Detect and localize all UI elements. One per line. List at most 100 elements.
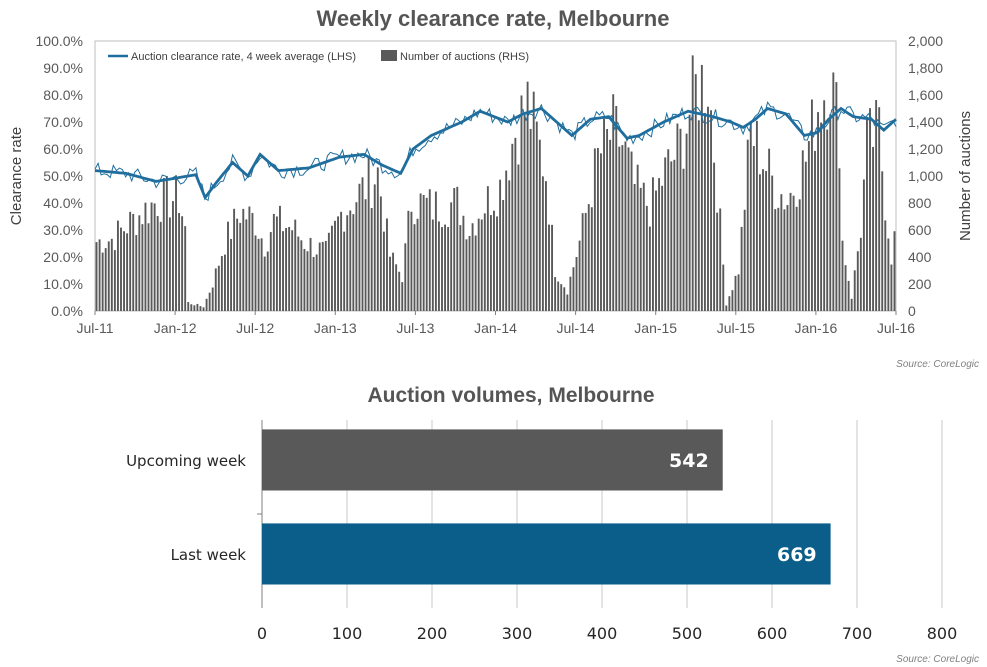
left-tick-label: 90.0% xyxy=(43,60,83,76)
auction-bar xyxy=(804,161,807,311)
auction-bar xyxy=(327,232,330,311)
auction-bar xyxy=(890,264,893,311)
auction-bar xyxy=(502,200,505,311)
auction-bar xyxy=(303,248,306,311)
auction-bar xyxy=(395,264,398,311)
legend-entry-clearance: Auction clearance rate, 4 week average (… xyxy=(131,51,356,63)
auction-bar xyxy=(343,231,346,311)
auction-bar xyxy=(878,107,881,312)
auction-bar xyxy=(272,213,275,311)
auction-bar xyxy=(471,223,474,311)
auction-bar xyxy=(364,199,367,311)
auction-bar xyxy=(609,139,612,311)
auction-bar xyxy=(330,225,333,311)
x-tick-label-2: 700 xyxy=(842,624,873,643)
four-week-average-line xyxy=(94,106,897,201)
auction-bar xyxy=(700,64,703,311)
auction-bar xyxy=(856,251,859,311)
auction-bar xyxy=(254,235,257,311)
auction-bar xyxy=(425,197,428,311)
bar-value-label: 542 xyxy=(669,450,709,472)
auction-bar xyxy=(627,147,630,311)
auction-bar xyxy=(593,148,596,311)
auction-bar xyxy=(453,187,456,311)
auction-bar xyxy=(184,226,187,311)
legend-entry-auctions: Number of auctions (RHS) xyxy=(400,51,529,63)
auction-bar xyxy=(288,226,291,311)
volume-bar xyxy=(262,523,831,585)
left-tick-label: 10.0% xyxy=(43,276,83,292)
auction-bar xyxy=(386,218,388,311)
right-tick-label: 800 xyxy=(908,195,932,211)
auction-bar xyxy=(358,183,361,311)
auction-bar xyxy=(541,176,544,311)
auction-bar xyxy=(835,82,838,311)
auction-bar xyxy=(667,149,670,311)
legend: Auction clearance rate, 4 week average (… xyxy=(108,50,529,63)
auction-bar xyxy=(401,282,404,311)
x-axis: Jul-11 Jan-12 Jul-12 Jan-13 Jul-13 Jan-14 Jul-… xyxy=(76,311,915,336)
auction-bar xyxy=(697,120,700,311)
right-tick-label: 1,000 xyxy=(908,168,943,184)
x-tick-label: Jul-13 xyxy=(396,320,434,336)
left-tick-label: 60.0% xyxy=(43,141,83,157)
auction-bar xyxy=(266,251,269,311)
auction-bar xyxy=(172,201,174,311)
auction-bar xyxy=(551,224,554,311)
x-tick-label-2: 500 xyxy=(672,624,703,643)
auction-bar xyxy=(361,177,364,311)
auction-bar xyxy=(869,108,871,312)
auction-bar xyxy=(523,114,526,311)
auction-bar xyxy=(740,226,743,311)
auction-bar xyxy=(489,215,492,311)
auction-bar xyxy=(113,250,116,311)
auction-bar xyxy=(713,162,716,311)
auction-bar xyxy=(98,239,101,311)
auction-bar xyxy=(444,224,447,311)
x-tick-label: Jul-14 xyxy=(557,320,595,336)
auction-bar xyxy=(205,298,208,311)
auction-bar xyxy=(465,239,468,311)
auction-bar xyxy=(389,256,391,311)
auction-bar xyxy=(486,186,489,311)
auction-bar xyxy=(505,170,508,311)
right-tick-label: 600 xyxy=(908,222,932,238)
auction-bar xyxy=(153,203,156,311)
auction-bar xyxy=(648,226,651,311)
auction-bar xyxy=(285,227,288,311)
auction-bar xyxy=(306,251,309,311)
auction-bar xyxy=(771,175,774,311)
auction-bar xyxy=(312,256,315,311)
auction-bar xyxy=(413,224,416,311)
auction-bar xyxy=(178,213,181,311)
auction-bar xyxy=(566,294,569,311)
auction-bar xyxy=(398,271,401,311)
auction-bar xyxy=(324,240,327,311)
x-tick-label-2: 200 xyxy=(417,624,448,643)
auction-bar xyxy=(260,238,263,311)
auction-bar xyxy=(346,215,349,311)
auction-bar xyxy=(483,213,486,311)
auction-bar xyxy=(743,209,746,311)
auction-bar xyxy=(862,179,865,311)
auction-bar xyxy=(309,237,312,311)
auction-bar xyxy=(116,220,119,311)
x-tick-label: Jan-13 xyxy=(314,320,357,336)
left-axis-title: Clearance rate xyxy=(8,127,25,225)
auction-bar xyxy=(670,161,673,311)
auction-bar xyxy=(419,193,422,311)
auction-bar xyxy=(679,128,682,311)
auction-bar xyxy=(875,100,878,311)
auction-bar xyxy=(275,216,278,311)
auction-bar xyxy=(691,55,694,311)
auction-bar xyxy=(227,221,229,311)
auction-bar xyxy=(382,231,385,311)
auction-bar xyxy=(844,265,847,311)
auction-bar xyxy=(211,287,214,311)
left-tick-label: 100.0% xyxy=(36,33,83,49)
auction-bar xyxy=(780,194,783,311)
auction-bar xyxy=(615,106,618,311)
auction-bar xyxy=(661,185,664,311)
chart-title-2: Auction volumes, Melbourne xyxy=(367,384,654,407)
x-tick-label: Jan-12 xyxy=(154,320,197,336)
